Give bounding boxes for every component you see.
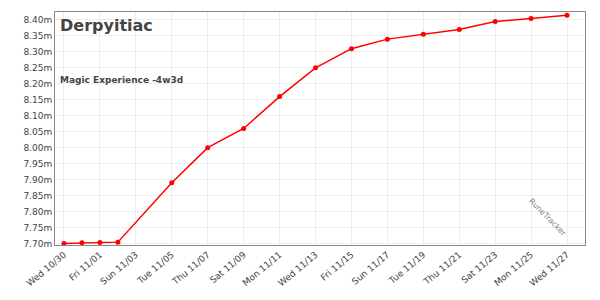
svg-text:7.70m: 7.70m xyxy=(23,239,52,249)
svg-text:7.90m: 7.90m xyxy=(23,175,52,185)
svg-text:Thu 11/07: Thu 11/07 xyxy=(170,250,212,288)
svg-text:8.30m: 8.30m xyxy=(23,47,52,57)
svg-text:8.05m: 8.05m xyxy=(23,127,52,137)
svg-text:7.80m: 7.80m xyxy=(23,207,52,217)
svg-text:8.20m: 8.20m xyxy=(23,79,52,89)
svg-text:8.10m: 8.10m xyxy=(23,111,52,121)
svg-text:Tue 11/19: Tue 11/19 xyxy=(386,249,427,286)
svg-text:Mon 11/25: Mon 11/25 xyxy=(492,250,535,288)
svg-text:Tue 11/05: Tue 11/05 xyxy=(135,250,176,287)
svg-text:Mon 11/11: Mon 11/11 xyxy=(241,250,284,288)
svg-text:7.75m: 7.75m xyxy=(23,223,52,233)
svg-text:Derpyitiac: Derpyitiac xyxy=(60,16,153,35)
svg-text:Fri 11/01: Fri 11/01 xyxy=(67,250,104,283)
svg-text:Wed 11/13: Wed 11/13 xyxy=(276,250,320,289)
svg-text:Fri 11/15: Fri 11/15 xyxy=(319,250,356,283)
svg-text:Magic Experience -4w3d: Magic Experience -4w3d xyxy=(60,75,183,85)
svg-text:8.40m: 8.40m xyxy=(23,15,52,25)
svg-text:RuneTracker: RuneTracker xyxy=(527,197,569,239)
svg-text:8.15m: 8.15m xyxy=(23,95,52,105)
svg-text:8.35m: 8.35m xyxy=(23,31,52,41)
svg-text:Sun 11/03: Sun 11/03 xyxy=(98,250,140,287)
svg-text:Wed 11/27: Wed 11/27 xyxy=(528,250,572,289)
svg-text:Sat 11/09: Sat 11/09 xyxy=(208,249,248,285)
svg-text:Sun 11/17: Sun 11/17 xyxy=(350,250,392,287)
svg-text:Wed 10/30: Wed 10/30 xyxy=(25,249,69,288)
svg-text:7.85m: 7.85m xyxy=(23,191,52,201)
svg-text:8.00m: 8.00m xyxy=(23,143,52,153)
svg-text:Thu 11/21: Thu 11/21 xyxy=(421,250,463,288)
svg-text:7.95m: 7.95m xyxy=(23,159,52,169)
svg-text:Sat 11/23: Sat 11/23 xyxy=(460,250,500,286)
svg-text:8.25m: 8.25m xyxy=(23,63,52,73)
